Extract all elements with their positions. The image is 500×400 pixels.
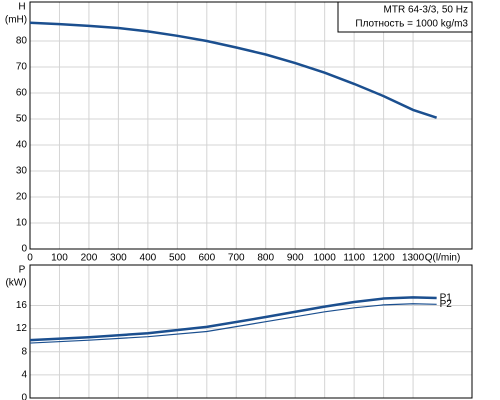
y-tick-label: 4 bbox=[21, 370, 27, 381]
x-tick-label: 0 bbox=[27, 253, 33, 264]
x-tick-label: 800 bbox=[257, 253, 274, 264]
series-label: P2 bbox=[440, 299, 453, 310]
plot-frame bbox=[29, 264, 473, 399]
y-tick-label: 8 bbox=[21, 346, 27, 357]
x-tick-label: 1100 bbox=[343, 253, 365, 264]
y-tick-label: 60 bbox=[16, 88, 28, 99]
x-tick-label: 400 bbox=[140, 253, 157, 264]
y-tick-label: 80 bbox=[16, 36, 28, 47]
x-tick-label: 1300 bbox=[402, 253, 425, 264]
x-tick-label: 1200 bbox=[372, 253, 395, 264]
y-tick-label: 30 bbox=[16, 166, 28, 177]
y-tick-label: 40 bbox=[16, 140, 28, 151]
y-axis-unit: (kW) bbox=[5, 278, 26, 289]
annotation-box bbox=[337, 1, 473, 33]
x-tick-label: 200 bbox=[81, 253, 98, 264]
annotation: Плотность = 1000 kg/m3 bbox=[355, 19, 468, 30]
x-tick-label: 500 bbox=[169, 253, 186, 264]
y-tick-label: 10 bbox=[16, 218, 28, 229]
y-tick-label: 12 bbox=[16, 323, 28, 334]
x-axis-title: Q(l/min) bbox=[425, 253, 461, 264]
x-tick-label: 300 bbox=[110, 253, 127, 264]
x-tick-label: 100 bbox=[51, 253, 68, 264]
y-axis-title: H bbox=[18, 2, 25, 13]
y-tick-label: 16 bbox=[16, 300, 28, 311]
y-axis-title: P bbox=[19, 265, 26, 276]
x-tick-label: 700 bbox=[228, 253, 245, 264]
y-tick-label: 0 bbox=[21, 393, 27, 400]
series-label: P1 bbox=[440, 293, 453, 304]
y-tick-label: 0 bbox=[21, 244, 27, 255]
y-tick-label: 70 bbox=[16, 62, 28, 73]
plot-frame bbox=[29, 1, 473, 250]
y-axis-unit: (mH) bbox=[5, 15, 27, 26]
annotation: MTR 64-3/3, 50 Hz bbox=[384, 5, 468, 16]
y-tick-label: 50 bbox=[16, 114, 28, 125]
x-tick-label: 900 bbox=[287, 253, 304, 264]
x-tick-label: 1000 bbox=[314, 253, 337, 264]
curve bbox=[29, 296, 437, 342]
curve bbox=[29, 303, 437, 344]
y-tick-label: 20 bbox=[16, 192, 28, 203]
x-tick-label: 600 bbox=[198, 253, 215, 264]
curve bbox=[29, 21, 438, 119]
